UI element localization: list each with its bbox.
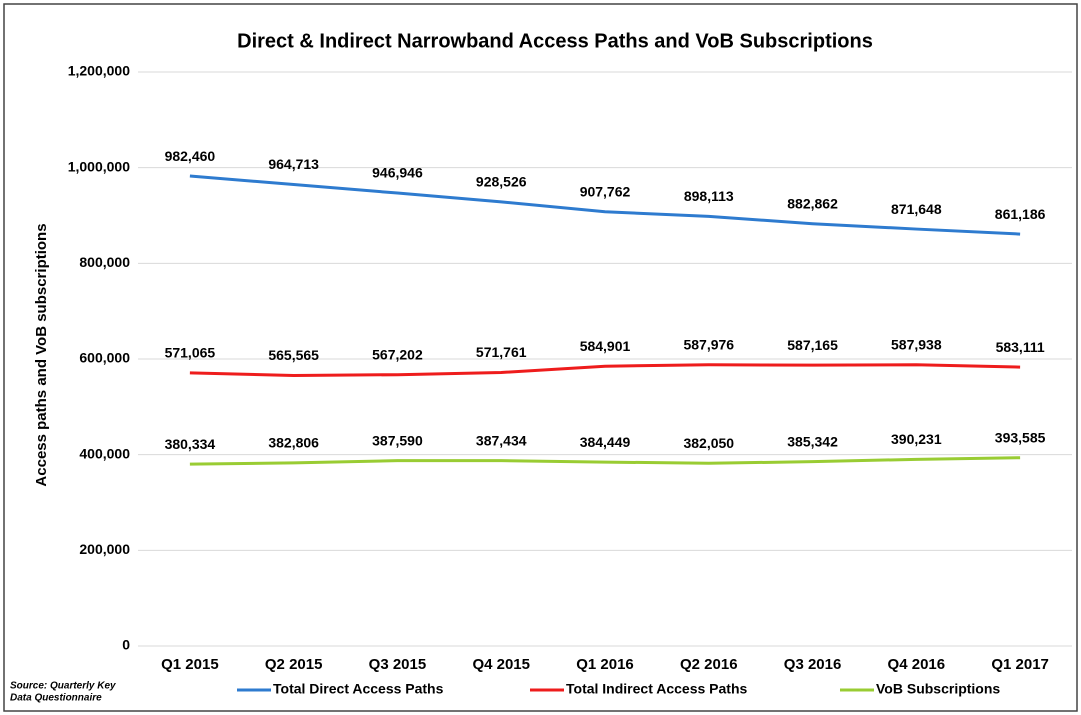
data-label: 587,976 [683,336,734,352]
data-label: 384,449 [580,434,631,450]
x-tick-label: Q2 2016 [680,656,738,673]
x-tick-label: Q4 2016 [888,656,946,673]
data-label: 964,713 [268,156,319,172]
y-tick-label: 1,200,000 [68,63,130,79]
data-label: 587,938 [891,336,942,352]
data-label: 382,050 [683,435,734,451]
data-label: 387,590 [372,432,423,448]
source-note: Data Questionnaire [10,693,102,704]
y-axis-label: Access paths and VoB subscriptions [33,223,50,486]
x-tick-label: Q3 2015 [369,656,427,673]
y-tick-label: 1,000,000 [68,158,130,174]
legend-label: Total Direct Access Paths [273,681,444,697]
legend-label: VoB Subscriptions [876,681,1000,697]
chart-title: Direct & Indirect Narrowband Access Path… [237,30,873,52]
data-label: 390,231 [891,431,942,447]
source-note: Source: Quarterly Key [10,681,116,692]
data-label: 982,460 [165,148,216,164]
series-line [189,174,1021,236]
data-label: 571,065 [165,345,216,361]
data-label: 898,113 [684,188,734,204]
series-line [189,363,1021,377]
data-label: 871,648 [891,201,942,217]
data-label: 583,111 [996,339,1045,355]
data-label: 928,526 [476,174,527,190]
data-label: 382,806 [268,435,319,451]
x-tick-label: Q1 2016 [576,656,634,673]
series-line [189,456,1021,466]
data-label: 907,762 [580,183,631,199]
data-label: 584,901 [580,338,631,354]
data-label: 565,565 [268,347,319,363]
data-label: 385,342 [787,433,838,449]
data-label: 882,862 [787,195,838,211]
y-tick-label: 0 [122,637,130,653]
y-tick-label: 800,000 [79,254,130,270]
x-tick-label: Q1 2017 [991,656,1049,673]
x-tick-label: Q2 2015 [265,656,323,673]
data-label: 387,434 [476,432,527,448]
data-label: 393,585 [995,429,1046,445]
y-tick-label: 600,000 [79,350,130,366]
x-tick-label: Q3 2016 [784,656,842,673]
data-label: 946,946 [372,165,423,181]
y-tick-label: 200,000 [79,541,130,557]
x-tick-label: Q4 2015 [472,656,530,673]
data-label: 861,186 [995,206,1046,222]
data-label: 567,202 [372,346,423,362]
y-tick-label: 400,000 [79,445,130,461]
x-tick-label: Q1 2015 [161,656,219,673]
data-label: 587,165 [787,337,838,353]
legend-label: Total Indirect Access Paths [566,681,747,697]
data-label: 380,334 [165,436,216,452]
data-label: 571,761 [476,344,527,360]
chart-frame [3,3,1078,712]
